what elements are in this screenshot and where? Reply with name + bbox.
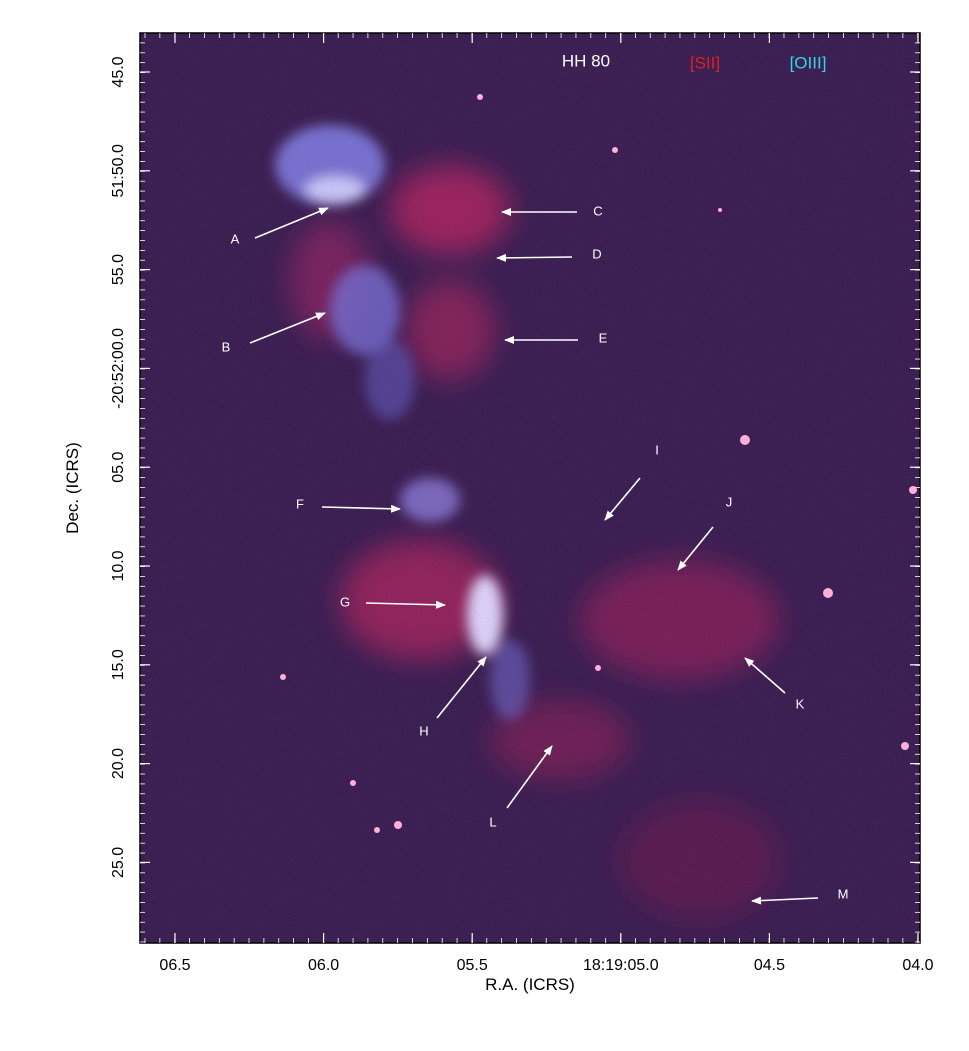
y-tick-label: 15.0 bbox=[110, 649, 127, 680]
annotation-arrow bbox=[744, 657, 786, 694]
y-tick-label: 05.0 bbox=[110, 452, 127, 483]
annotation-arrow bbox=[604, 477, 641, 521]
frame bbox=[139, 32, 921, 944]
y-axis-label: Dec. (ICRS) bbox=[63, 442, 82, 534]
annotation-label: J bbox=[726, 494, 733, 509]
y-tick-label: -20:52:00.0 bbox=[110, 328, 127, 409]
annotation-arrow bbox=[254, 207, 329, 239]
annotation-arrow bbox=[751, 896, 819, 905]
annotations: A B C D E F G H I J K L M bbox=[222, 203, 849, 905]
annotation-arrow bbox=[496, 253, 573, 262]
annotation-label: B bbox=[222, 339, 231, 354]
legend-entry: [SII] bbox=[690, 53, 720, 72]
annotation-arrow bbox=[249, 312, 326, 344]
annotation-label: I bbox=[655, 442, 659, 457]
x-tick-label: 04.5 bbox=[754, 957, 785, 974]
annotation-label: G bbox=[340, 594, 350, 609]
y-tick-label: 10.0 bbox=[110, 550, 127, 581]
annotation-label: C bbox=[593, 203, 602, 218]
x-tick-label: 06.0 bbox=[308, 957, 339, 974]
x-tick-label: 06.5 bbox=[159, 957, 190, 974]
annotation-label: F bbox=[296, 496, 304, 511]
annotation-arrow bbox=[436, 656, 487, 719]
annotation-label: K bbox=[796, 696, 805, 711]
y-tick-label: 25.0 bbox=[110, 847, 127, 878]
annotation-label: L bbox=[489, 814, 496, 829]
x-tick-label: 18:19:05.0 bbox=[583, 957, 659, 974]
legend-entry: [OIII] bbox=[790, 53, 827, 72]
annotation-arrow bbox=[365, 600, 446, 609]
annotation-label: E bbox=[599, 330, 608, 345]
annotation-arrow bbox=[321, 504, 401, 513]
x-tick-label: 05.5 bbox=[457, 957, 488, 974]
x-tick-label: 04.0 bbox=[902, 957, 933, 974]
y-tick-label: 51:50.0 bbox=[110, 144, 127, 197]
annotation-label: D bbox=[592, 246, 601, 261]
x-axis-label: R.A. (ICRS) bbox=[485, 975, 575, 994]
annotation-arrow bbox=[506, 745, 553, 809]
y-tick-label: 55.0 bbox=[110, 254, 127, 285]
annotation-label: A bbox=[231, 231, 240, 246]
y-tick-label: 45.0 bbox=[110, 56, 127, 87]
y-tick-label: 20.0 bbox=[110, 748, 127, 779]
annotation-label: H bbox=[419, 723, 428, 738]
annotation-arrow bbox=[677, 526, 714, 571]
axis-ticks: 06.5 06.0 05.5 18:19:05.0 04.5 04.0 45.0 51:50.… bbox=[110, 33, 934, 974]
image-title: HH 80 bbox=[562, 51, 610, 70]
annotation-label: M bbox=[838, 886, 849, 901]
sky-image bbox=[140, 33, 920, 943]
